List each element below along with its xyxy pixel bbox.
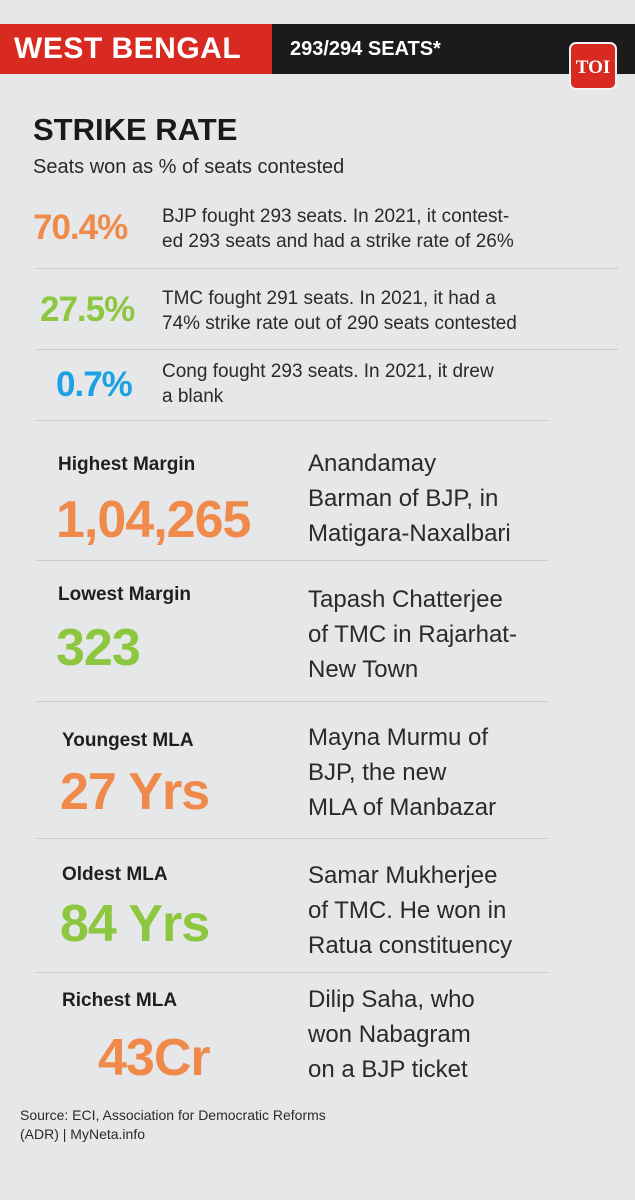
strike-rate-description: BJP fought 293 seats. In 2021, it contes… [162, 206, 514, 252]
state-title: WEST BENGAL [0, 24, 272, 74]
stat-label: Lowest Margin [58, 584, 192, 605]
section-subtitle: Seats won as % of seats contested [33, 156, 345, 178]
divider [36, 701, 548, 702]
section-title: STRIKE RATE [33, 112, 238, 147]
stat-label: Oldest MLA [62, 864, 168, 885]
strike-rate-value: 70.4% [33, 208, 128, 247]
header-banner: WEST BENGAL 293/294 SEATS* [0, 24, 635, 74]
divider [36, 838, 548, 839]
stat-value: 1,04,265 [56, 491, 251, 549]
stat-description: Tapash Chatterjee of TMC in Rajarhat- Ne… [308, 586, 517, 683]
divider [36, 349, 618, 350]
strike-rate-value: 0.7% [56, 365, 133, 404]
divider [36, 268, 618, 269]
stat-value: 27 Yrs [60, 763, 210, 821]
divider [36, 420, 548, 421]
strike-rate-description: Cong fought 293 seats. In 2021, it drew … [162, 361, 494, 407]
stat-label: Youngest MLA [62, 730, 194, 751]
stat-label: Richest MLA [62, 990, 178, 1011]
stat-description: Mayna Murmu of BJP, the new MLA of Manba… [308, 724, 497, 821]
stat-value: 43Cr [98, 1029, 211, 1087]
divider [36, 560, 548, 561]
stat-value: 323 [56, 619, 141, 677]
strike-rate-value: 27.5% [40, 290, 135, 329]
divider [36, 972, 548, 973]
source-note: Source: ECI, Association for Democratic … [20, 1107, 326, 1142]
stat-description: Anandamay Barman of BJP, in Matigara-Nax… [308, 450, 511, 547]
toi-logo: TOI [569, 42, 617, 90]
stat-description: Dilip Saha, who won Nabagram on a BJP ti… [308, 986, 475, 1083]
strike-rate-description: TMC fought 291 seats. In 2021, it had a … [162, 288, 517, 334]
stat-value: 84 Yrs [60, 895, 210, 953]
stat-label: Highest Margin [58, 454, 196, 475]
stat-description: Samar Mukherjee of TMC. He won in Ratua … [308, 862, 513, 959]
